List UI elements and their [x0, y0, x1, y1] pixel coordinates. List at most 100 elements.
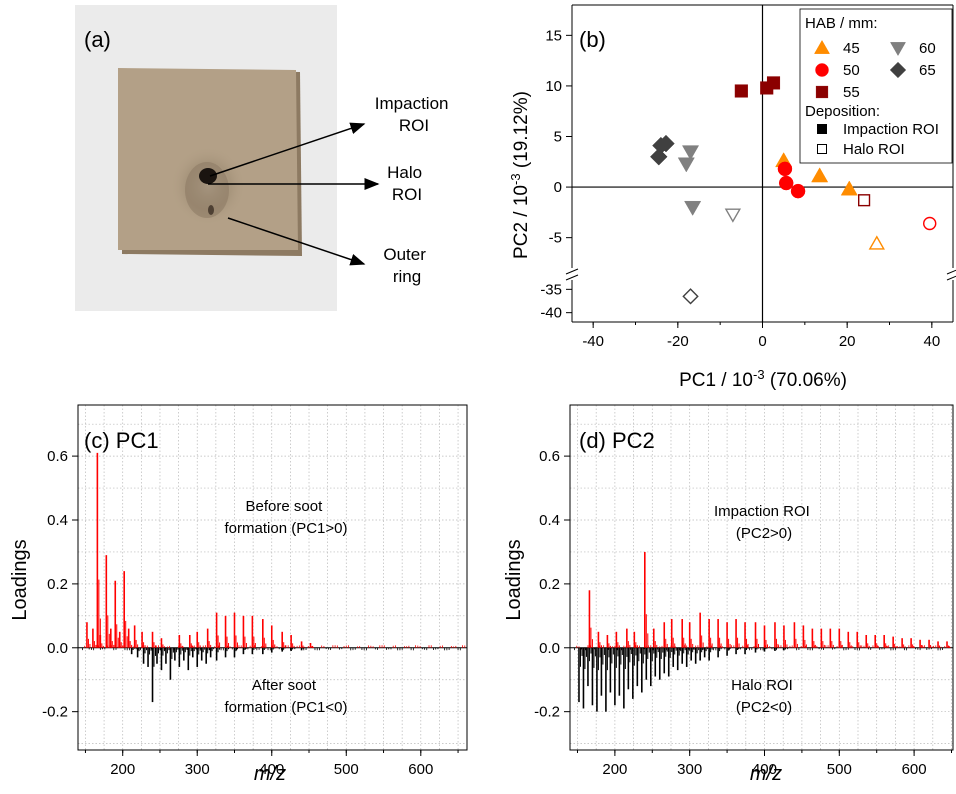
annotation-outer-ring: Outer ring: [383, 245, 430, 286]
scatter-point-50-halo: [923, 216, 937, 231]
pc1-x-axis-title: m/z: [254, 763, 286, 785]
pc2-y-tick-label: -0.2: [534, 704, 560, 721]
scatter-y-tick-label: 10: [545, 78, 562, 95]
scatter-point-65-halo: [682, 288, 699, 305]
pc2-y-tick-label: 0.4: [539, 512, 560, 529]
panel-c-label: (c) PC1: [84, 428, 159, 453]
pc1-x-tick-label: 300: [185, 761, 210, 778]
legend-label-impaction: Impaction ROI: [843, 121, 939, 138]
pc1-frame: [77, 404, 468, 751]
legend-marker-open: [817, 144, 827, 154]
scatter-y-tick-label: -35: [540, 281, 562, 298]
legend-marker-filled: [817, 124, 827, 134]
scatter-y-axis-title: PC2 / 10-3 (19.12%): [508, 91, 532, 259]
pc2-x-tick-label: 200: [602, 761, 627, 778]
pc1-bars: [82, 452, 466, 703]
scatter-y-tick-label: 0: [554, 179, 562, 196]
scatter-y-tick-label: -5: [549, 230, 562, 247]
legend-marker-60: [890, 42, 906, 57]
pc2-x-axis-title: m/z: [750, 763, 782, 785]
annotation-halo: Halo ROI: [387, 163, 427, 204]
legend-label-55: 55: [843, 84, 860, 101]
scatter-point-65-impaction: [650, 147, 668, 166]
legend-marker-45: [814, 39, 830, 54]
pc2-x-tick-label: 300: [677, 761, 702, 778]
pc1-y-axis-title: Loadings: [9, 539, 31, 620]
legend-label-60: 60: [919, 40, 936, 57]
impaction-spot: [199, 168, 217, 184]
scatter-points: [650, 76, 937, 305]
panel-b-label: (b): [579, 27, 606, 52]
legend-deposition-title: Deposition:: [805, 103, 880, 120]
pc2-y-tick-label: 0.6: [539, 448, 560, 465]
scatter-x-tick-label: 40: [923, 333, 940, 350]
legend-marker-55: [815, 85, 829, 99]
scatter-point-45-halo: [868, 235, 885, 250]
pc1-x-tick-label: 200: [110, 761, 135, 778]
scatter-x-tick-label: 20: [839, 333, 856, 350]
scatter-point-65-impaction: [657, 134, 675, 153]
legend-label-45: 45: [843, 40, 860, 57]
scatter-point-60-impaction: [677, 157, 695, 173]
scatter-x-tick-label: 0: [758, 333, 766, 350]
pc1-x-tick-label: 500: [334, 761, 359, 778]
scatter-x-axis-title: PC1 / 10-3 (70.06%): [679, 367, 847, 391]
pc2-bars: [574, 551, 951, 712]
pc2-axes: 200 300 400 500 600 0.6 0.4 0.2 0.0 -0.2: [534, 404, 954, 778]
legend-label-halo: Halo ROI: [843, 141, 905, 158]
scatter-x-tick-label: -40: [582, 333, 604, 350]
scatter-legend: HAB / mm: 45 50 55 60 65 Deposition: Impacti…: [799, 8, 953, 164]
scatter-point-55-impaction: [766, 76, 781, 90]
scatter-point-60-impaction: [684, 200, 702, 216]
pc1-x-tick-label: 400: [259, 761, 284, 778]
pc2-x-tick-label: 500: [827, 761, 852, 778]
scatter-point-55-impaction: [734, 84, 748, 98]
scatter-point-55-halo: [858, 194, 871, 207]
pc2-y-axis-title: Loadings: [503, 539, 525, 620]
pc2-frame: [569, 404, 954, 751]
scatter-y-tick-label: 15: [545, 27, 562, 44]
scatter-point-50-impaction: [778, 175, 794, 191]
scatter-point-60-impaction: [681, 145, 700, 161]
pc2-y-tick-label: 0.0: [539, 640, 560, 657]
scatter-x-tick-label: -20: [667, 333, 689, 350]
scatter-y-tick-label: -40: [540, 305, 562, 322]
axis-break-mark: [946, 269, 956, 281]
annotation-impaction-roi: Impaction ROI (PC2>0): [714, 503, 814, 542]
pc2-x-tick-label: 400: [752, 761, 777, 778]
scatter-point-45-impaction: [811, 167, 829, 183]
annotation-before-soot: Before soot formation (PC1>0): [225, 498, 348, 537]
annotation-impaction: Impaction ROI: [375, 94, 453, 135]
legend-title: HAB / mm:: [805, 15, 878, 32]
panel-a-photo: (a) Impaction ROI Halo ROI Outer ring: [75, 5, 453, 311]
legend-marker-50: [815, 63, 829, 77]
pc1-y-tick-label: 0.2: [47, 576, 68, 593]
annotation-halo-roi: Halo ROI (PC2<0): [731, 677, 797, 716]
pc1-y-tick-label: 0.0: [47, 640, 68, 657]
legend-marker-65: [889, 61, 907, 79]
scatter-point-50-impaction: [777, 161, 793, 177]
pc2-y-tick-label: 0.2: [539, 576, 560, 593]
halo-ring-dark: [185, 162, 229, 218]
pc2-x-tick-label: 600: [902, 761, 927, 778]
legend-label-65: 65: [919, 62, 936, 79]
outer-ring-arrow: [227, 217, 366, 266]
pc1-y-tick-label: 0.4: [47, 512, 68, 529]
scatter-point-60-halo: [724, 208, 742, 223]
pc1-y-tick-label: -0.2: [42, 704, 68, 721]
scatter-y-tick-label: 5: [554, 129, 562, 146]
scatter-point-50-impaction: [790, 183, 806, 199]
scatter-point-45-impaction: [840, 180, 858, 196]
pc1-y-tick-label: 0.6: [47, 448, 68, 465]
outer-ring-mark: [208, 205, 214, 215]
pc1-x-tick-label: 600: [408, 761, 433, 778]
axis-break-mark: [565, 268, 579, 281]
panel-a-label: (a): [84, 27, 111, 52]
annotation-after-soot: After soot formation (PC1<0): [225, 677, 348, 716]
legend-label-50: 50: [843, 62, 860, 79]
